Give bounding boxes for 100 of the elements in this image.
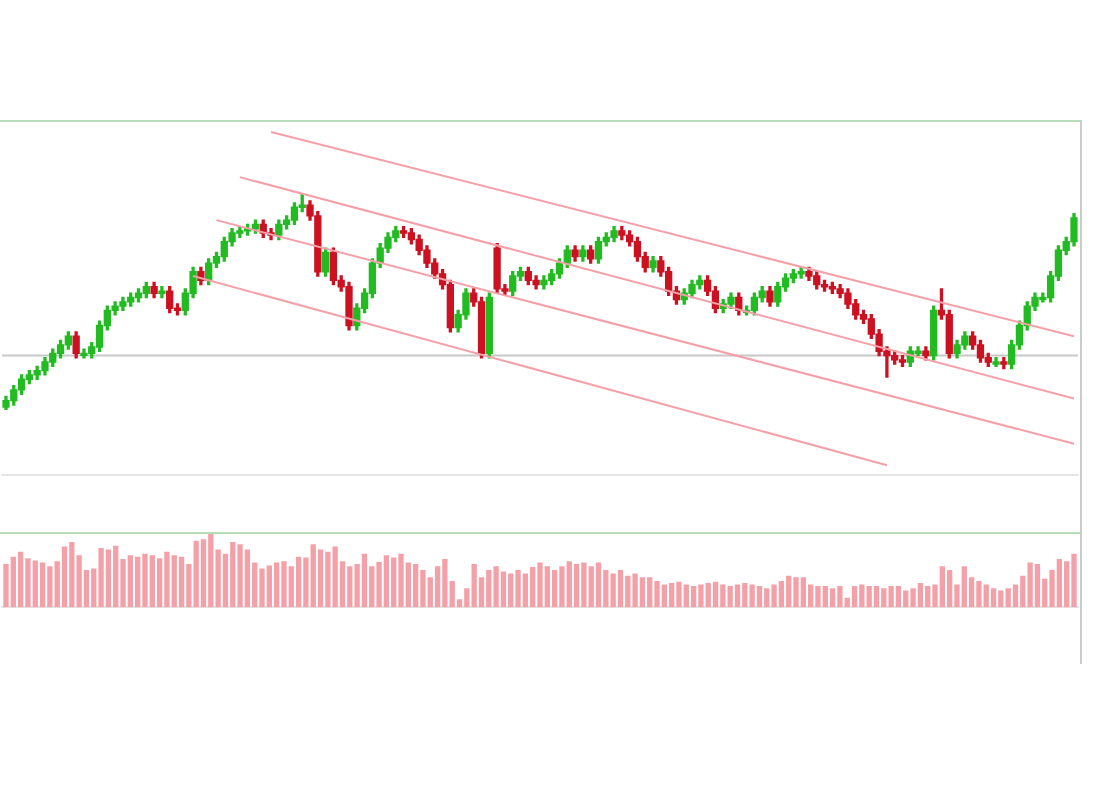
bar — [976, 580, 982, 608]
bar — [793, 577, 799, 608]
bar — [1012, 584, 1019, 608]
bar — [654, 580, 660, 608]
bar — [391, 557, 397, 608]
bar — [383, 555, 390, 608]
bar — [925, 586, 931, 608]
bar — [208, 534, 214, 608]
bar — [412, 564, 419, 608]
bar — [603, 569, 609, 608]
bar — [764, 588, 770, 608]
bar — [149, 555, 155, 608]
bar — [859, 584, 865, 608]
bar — [720, 584, 726, 608]
bar — [310, 544, 316, 608]
bar — [588, 566, 594, 608]
bar — [734, 584, 741, 608]
bar — [837, 586, 843, 608]
bar — [895, 586, 902, 608]
bar — [676, 581, 682, 608]
bar — [881, 588, 887, 608]
bar — [683, 584, 689, 608]
bar — [515, 569, 521, 608]
bar — [376, 561, 382, 608]
bar — [669, 583, 675, 608]
bar — [281, 561, 287, 608]
bar — [1027, 562, 1033, 608]
bar — [171, 555, 177, 608]
bar — [273, 562, 280, 608]
bar — [135, 556, 141, 608]
bar — [127, 555, 134, 608]
bar — [244, 549, 251, 608]
bar — [903, 590, 909, 608]
bar — [990, 588, 997, 608]
bar — [559, 566, 565, 608]
bar — [1064, 561, 1070, 608]
bar — [142, 553, 148, 608]
bar — [347, 566, 353, 608]
bar — [639, 577, 646, 608]
bar — [573, 564, 580, 608]
bar — [815, 586, 821, 608]
bar — [113, 545, 119, 608]
bar — [530, 567, 536, 608]
bar — [756, 586, 763, 608]
bar — [32, 560, 38, 608]
bar — [581, 562, 587, 608]
bar — [917, 583, 924, 608]
bar — [493, 566, 499, 608]
bar — [47, 566, 53, 608]
bar — [946, 569, 953, 608]
bar — [873, 586, 880, 608]
bar — [434, 566, 441, 608]
bar — [486, 569, 492, 608]
bar — [544, 566, 550, 608]
bar — [39, 562, 46, 608]
bar — [690, 586, 697, 608]
bar — [500, 571, 507, 608]
bar — [551, 569, 558, 608]
bar — [632, 573, 638, 608]
bar — [537, 562, 543, 608]
bar — [266, 565, 272, 608]
bar — [698, 584, 704, 608]
bar — [749, 584, 755, 608]
bar — [17, 551, 24, 608]
bar — [61, 546, 68, 608]
bar — [398, 553, 404, 608]
bar — [705, 583, 711, 608]
bar — [105, 549, 112, 608]
bar — [786, 575, 792, 608]
bar — [193, 540, 199, 608]
bar — [164, 551, 170, 608]
bar — [961, 566, 967, 608]
bar — [361, 553, 368, 608]
bar — [822, 586, 828, 608]
bar — [625, 575, 631, 608]
bar — [742, 583, 748, 608]
bar — [808, 584, 814, 608]
bar — [10, 556, 16, 608]
bar — [771, 584, 777, 608]
bar — [866, 586, 872, 608]
bar — [237, 544, 243, 608]
bar — [1071, 553, 1077, 608]
bar — [98, 547, 104, 608]
bar — [325, 551, 331, 608]
bar — [442, 558, 448, 608]
bar — [230, 542, 236, 608]
bar — [1005, 588, 1011, 608]
bar — [405, 562, 411, 608]
bar — [25, 558, 31, 608]
bar — [317, 549, 324, 608]
bar — [1056, 558, 1063, 608]
bar — [1034, 564, 1041, 608]
bar — [200, 539, 207, 608]
bar — [178, 556, 185, 608]
bar — [829, 588, 836, 608]
bar — [595, 562, 602, 608]
bar — [69, 542, 75, 608]
bar — [800, 577, 807, 608]
bar — [332, 546, 338, 608]
bar — [522, 573, 529, 608]
